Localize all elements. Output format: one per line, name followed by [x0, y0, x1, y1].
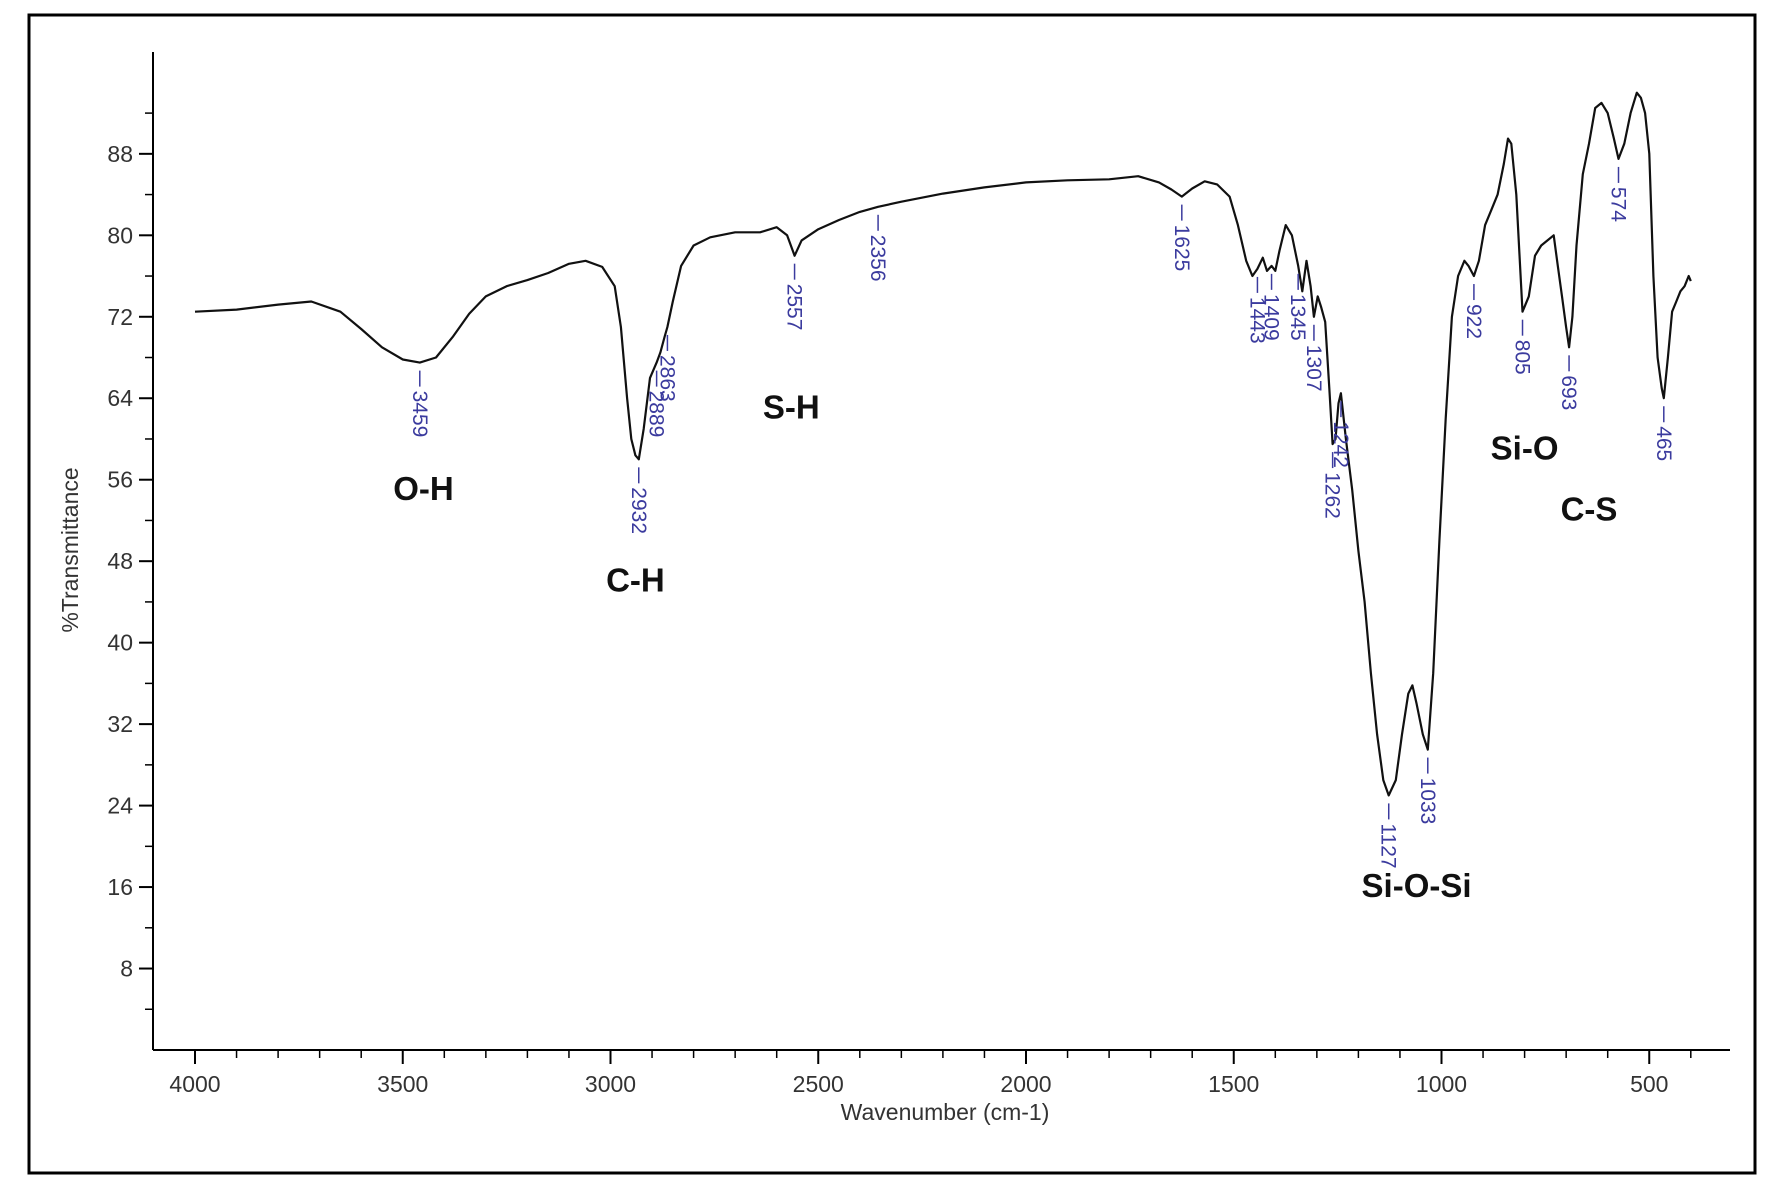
peak-label-1242: 1242: [1329, 421, 1352, 468]
y-tick-label: 72: [107, 304, 133, 330]
y-axis-title: %Transmittance: [57, 467, 83, 632]
peak-label-1345: 1345: [1286, 294, 1309, 341]
peak-label-465: 465: [1652, 426, 1675, 461]
peak-label-574: 574: [1607, 187, 1630, 222]
group-label-c-h: C-H: [606, 562, 665, 599]
axes: [152, 52, 1730, 1051]
peak-label-1409: 1409: [1260, 294, 1283, 341]
x-tick-label: 1500: [1208, 1071, 1259, 1097]
y-tick-label: 48: [107, 548, 133, 574]
x-tick-label: 3500: [377, 1071, 428, 1097]
x-tick-label: 2000: [1000, 1071, 1051, 1097]
spectrum-line: [194, 91, 1692, 797]
x-tick-label: 4000: [169, 1071, 220, 1097]
peak-label-2932: 2932: [627, 487, 650, 534]
y-tick-label: 24: [107, 793, 133, 819]
y-tick-label: 56: [107, 467, 133, 493]
peak-label-1443: 1443: [1245, 297, 1268, 344]
peak-label-2557: 2557: [783, 284, 806, 331]
y-tick-label: 16: [107, 874, 133, 900]
peak-label-1127: 1127: [1377, 823, 1400, 868]
peak-label-693: 693: [1557, 375, 1580, 410]
group-label-s-h: S-H: [763, 389, 820, 426]
peak-label-2889: 2889: [645, 391, 668, 438]
x-tick-label: 3000: [585, 1071, 636, 1097]
y-tick-label: 32: [107, 711, 133, 737]
peak-label-2863: 2863: [655, 355, 678, 402]
peak-label-805: 805: [1511, 340, 1534, 375]
ticks: 4000 3500 3000 2500 2000 1500 1000 500 8 16 24 32 40…: [107, 112, 1692, 1097]
group-label-si-o: Si-O: [1491, 429, 1559, 466]
y-tick-label: 88: [107, 141, 133, 167]
peak-label-1033: 1033: [1416, 778, 1439, 825]
x-tick-label: 2500: [793, 1071, 844, 1097]
y-tick-label: 64: [107, 385, 133, 411]
group-label-o-h: O-H: [393, 470, 454, 507]
x-axis-title: Wavenumber (cm-1): [841, 1099, 1050, 1125]
peak-label-1262: 1262: [1321, 472, 1344, 519]
peak-label-1307: 1307: [1302, 345, 1325, 392]
peak-label-3459: 3459: [408, 391, 431, 438]
group-label-si-o-si: Si-O-Si: [1362, 867, 1472, 904]
peak-label-922: 922: [1462, 304, 1485, 339]
peak-label-1625: 1625: [1170, 225, 1193, 272]
group-label-c-s: C-S: [1561, 490, 1618, 527]
series-layer: [194, 91, 1692, 797]
group-annotations: O-H C-H S-H Si-OC-S Si-O-Si: [393, 389, 1617, 905]
y-tick-label: 40: [107, 630, 133, 656]
peak-label-2356: 2356: [866, 235, 889, 282]
outer-frame: [27, 13, 1757, 1175]
x-tick-label: 1000: [1416, 1071, 1467, 1097]
y-tick-label: 8: [120, 956, 133, 982]
x-tick-label: 500: [1630, 1071, 1668, 1097]
y-tick-label: 80: [107, 222, 133, 248]
